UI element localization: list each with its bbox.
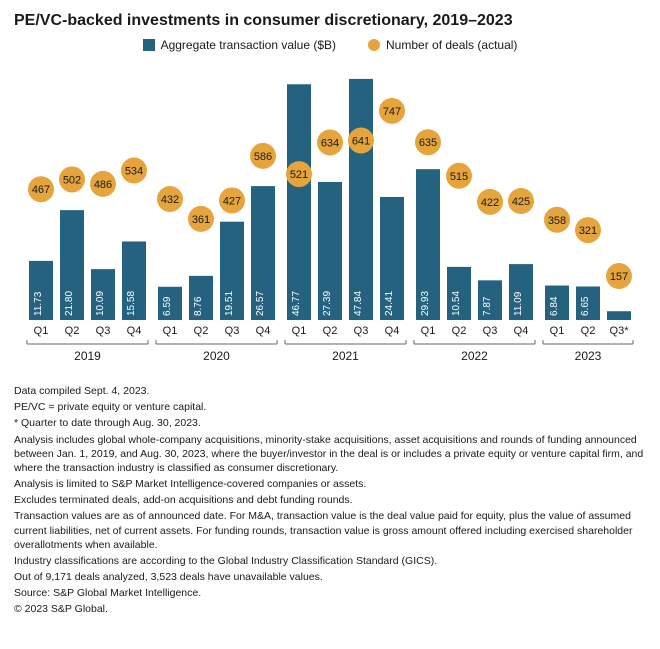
year-label: 2022 bbox=[461, 349, 488, 363]
legend-bar-label: Aggregate transaction value ($B) bbox=[161, 38, 336, 52]
year-label: 2020 bbox=[203, 349, 230, 363]
quarter-label: Q4 bbox=[256, 325, 271, 337]
bar-value-label: 47.84 bbox=[353, 291, 364, 316]
deal-count-label: 641 bbox=[352, 136, 370, 148]
chart-title: PE/VC-backed investments in consumer dis… bbox=[14, 12, 646, 30]
quarter-label: Q4 bbox=[385, 325, 400, 337]
deal-count-label: 515 bbox=[450, 171, 468, 183]
deal-count-label: 425 bbox=[512, 196, 530, 208]
footnote-line: * Quarter to date through Aug. 30, 2023. bbox=[14, 416, 646, 430]
legend: Aggregate transaction value ($B) Number … bbox=[14, 38, 646, 52]
deal-count-label: 634 bbox=[321, 137, 339, 149]
footnote-line: Out of 9,171 deals analyzed, 3,523 deals… bbox=[14, 570, 646, 584]
deal-count-label: 586 bbox=[254, 151, 272, 163]
deal-count-label: 486 bbox=[94, 179, 112, 191]
footnote-line: Transaction values are as of announced d… bbox=[14, 509, 646, 552]
footnote-line: Source: S&P Global Market Intelligence. bbox=[14, 586, 646, 600]
quarter-label: Q1 bbox=[421, 325, 436, 337]
deal-count-label: 521 bbox=[290, 169, 308, 181]
quarter-label: Q2 bbox=[323, 325, 338, 337]
quarter-label: Q2 bbox=[194, 325, 209, 337]
bar bbox=[349, 79, 373, 320]
deal-count-label: 321 bbox=[579, 225, 597, 237]
deal-count-label: 361 bbox=[192, 214, 210, 226]
deal-count-label: 432 bbox=[161, 194, 179, 206]
bar-value-label: 6.65 bbox=[580, 296, 591, 316]
bar-value-label: 46.77 bbox=[291, 291, 302, 316]
footnote-line: Data compiled Sept. 4, 2023. bbox=[14, 384, 646, 398]
bar-value-label: 24.41 bbox=[384, 291, 395, 316]
bar-value-label: 29.93 bbox=[420, 291, 431, 316]
deal-count-label: 747 bbox=[383, 106, 401, 118]
chart-plot: 11.73 467 Q1 21.80 502 Q2 10.09 486 Q3 15.58 534 Q4… bbox=[14, 58, 646, 378]
bar-value-label: 6.59 bbox=[162, 296, 173, 316]
quarter-label: Q3 bbox=[96, 325, 111, 337]
deal-count-label: 534 bbox=[125, 165, 143, 177]
bar-value-label: 6.84 bbox=[549, 296, 560, 316]
legend-bar: Aggregate transaction value ($B) bbox=[143, 38, 336, 52]
footnote-line: © 2023 S&P Global. bbox=[14, 602, 646, 616]
quarter-label: Q4 bbox=[127, 325, 142, 337]
quarter-label: Q3 bbox=[354, 325, 369, 337]
quarter-label: Q1 bbox=[163, 325, 178, 337]
deal-count-label: 635 bbox=[419, 137, 437, 149]
bar bbox=[287, 84, 311, 320]
bar-value-label: 7.87 bbox=[482, 296, 493, 316]
bar-value-label: 19.51 bbox=[224, 291, 235, 316]
legend-dot: Number of deals (actual) bbox=[368, 38, 517, 52]
deal-count-label: 157 bbox=[610, 271, 628, 283]
bar-value-label: 11.09 bbox=[513, 291, 524, 316]
quarter-label: Q1 bbox=[34, 325, 49, 337]
quarter-label: Q4 bbox=[514, 325, 529, 337]
deal-count-label: 467 bbox=[32, 184, 50, 196]
quarter-label: Q2 bbox=[65, 325, 80, 337]
legend-dot-label: Number of deals (actual) bbox=[386, 38, 517, 52]
bar-value-label: 8.76 bbox=[193, 296, 204, 316]
deal-count-label: 502 bbox=[63, 174, 81, 186]
footnote-line: Analysis includes global whole-company a… bbox=[14, 433, 646, 476]
year-label: 2019 bbox=[74, 349, 101, 363]
dot-swatch-icon bbox=[368, 39, 380, 51]
bar-value-label: 21.80 bbox=[64, 291, 75, 316]
bar-value-label: 11.73 bbox=[33, 291, 44, 316]
footnote-line: Excludes terminated deals, add-on acquis… bbox=[14, 493, 646, 507]
year-label: 2023 bbox=[575, 349, 602, 363]
deal-count-label: 422 bbox=[481, 197, 499, 209]
footnote-line: PE/VC = private equity or venture capita… bbox=[14, 400, 646, 414]
bar-value-label: 10.54 bbox=[451, 291, 462, 316]
quarter-label: Q1 bbox=[292, 325, 307, 337]
bar-value-label: 1.74 bbox=[611, 288, 622, 308]
quarter-label: Q3* bbox=[610, 325, 630, 337]
deal-count-label: 358 bbox=[548, 215, 566, 227]
bar-value-label: 15.58 bbox=[126, 291, 137, 316]
deal-count-label: 427 bbox=[223, 195, 241, 207]
quarter-label: Q3 bbox=[225, 325, 240, 337]
quarter-label: Q3 bbox=[483, 325, 498, 337]
footnote-line: Industry classifications are according t… bbox=[14, 554, 646, 568]
quarter-label: Q2 bbox=[452, 325, 467, 337]
bar-value-label: 10.09 bbox=[95, 291, 106, 316]
footnotes: Data compiled Sept. 4, 2023. PE/VC = priv… bbox=[14, 384, 646, 617]
quarter-label: Q1 bbox=[550, 325, 565, 337]
bar-swatch-icon bbox=[143, 39, 155, 51]
bar-value-label: 26.57 bbox=[255, 291, 266, 316]
year-label: 2021 bbox=[332, 349, 359, 363]
bar-value-label: 27.39 bbox=[322, 291, 333, 316]
footnote-line: Analysis is limited to S&P Market Intell… bbox=[14, 477, 646, 491]
bar bbox=[607, 311, 631, 320]
quarter-label: Q2 bbox=[581, 325, 596, 337]
